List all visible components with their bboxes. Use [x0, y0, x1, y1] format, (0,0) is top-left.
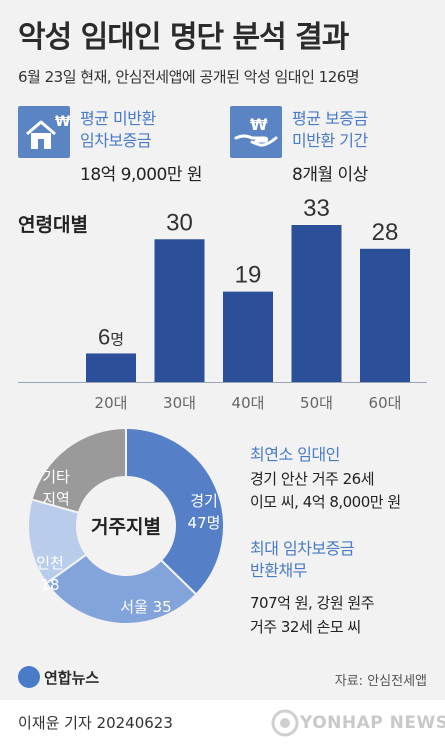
youngest-landlord-heading: 최연소 임대인: [250, 445, 340, 464]
bar-x-label: 50대: [300, 394, 333, 412]
largest-debt-heading: 최대 임차보증금: [250, 539, 355, 558]
stat-label-line: 임차보증금: [80, 131, 152, 150]
reporter-credit: 이재윤 기자 20240623: [18, 714, 173, 732]
svg-text:₩: ₩: [55, 114, 70, 130]
bar-value-label: 28: [372, 219, 399, 246]
watermark-icon: [271, 709, 299, 737]
stat-label-line: 평균 미반환: [80, 109, 156, 128]
bar-x-label: 20대: [95, 394, 128, 412]
stat-value: 8개월 이상: [292, 165, 368, 185]
donut-slice-기타 지역: [30, 426, 127, 514]
age-bar-chart: 6명 20대 30 30대 19 40대 33 50대 28 60대: [18, 195, 427, 412]
donut-slice-label: 인천 18: [36, 554, 64, 594]
source-note: 자료: 안심전세앱: [334, 674, 427, 689]
bar-x-label: 40대: [232, 394, 265, 412]
hand-won-icon: ₩: [230, 106, 282, 158]
footer-band: [0, 700, 445, 750]
stat-value: 18억 9,000만 원: [80, 165, 203, 185]
bar-value-label: 19: [235, 262, 262, 289]
donut-slice-label: 기타 지역: [42, 468, 70, 508]
bar-x-label: 30대: [163, 394, 196, 412]
page-subtitle: 6월 23일 현재, 안심전세앱에 공개된 악성 임대인 126명: [18, 68, 360, 86]
bar-x-label: 60대: [369, 394, 402, 412]
youngest-landlord-line: 경기 안산 거주 26세: [250, 470, 375, 488]
yonhap-logo-text: 연합뉴스: [44, 669, 100, 687]
bar-chart-title: 연령대별: [18, 214, 88, 236]
donut-slice-서울: [45, 553, 198, 625]
page-title: 악성 임대인 명단 분석 결과: [18, 20, 349, 55]
stat-label-line: 미반환 기간: [292, 131, 368, 150]
svg-text:₩: ₩: [250, 115, 268, 134]
bar-30대: [154, 239, 205, 382]
youngest-landlord-line: 이모 씨, 4억 8,000만 원: [250, 493, 401, 511]
largest-debt-heading: 반환채무: [250, 561, 307, 580]
house-won-icon: ₩: [18, 106, 70, 158]
bar-60대: [360, 248, 410, 382]
watermark-text: YONHAP NEWS: [300, 713, 445, 733]
donut-slice-label: 경기 47명: [188, 492, 221, 532]
bar-value-label: 30: [166, 209, 193, 236]
donut-slice-label: 서울 35: [120, 598, 171, 616]
bar-20대: [86, 353, 136, 382]
stat-label-line: 평균 보증금: [292, 109, 368, 128]
bar-50대: [291, 225, 342, 382]
bar-value-label: 6명: [98, 324, 124, 349]
donut-center-title: 거주지별: [91, 516, 161, 538]
bar-value-label: 33: [303, 195, 330, 222]
yonhap-logo-icon: [18, 666, 40, 688]
bar-40대: [223, 291, 273, 382]
donut-slice-경기: [125, 426, 225, 596]
largest-debt-line: 거주 32세 손모 씨: [250, 618, 361, 636]
largest-debt-line: 707억 원, 강원 원주: [250, 594, 375, 612]
